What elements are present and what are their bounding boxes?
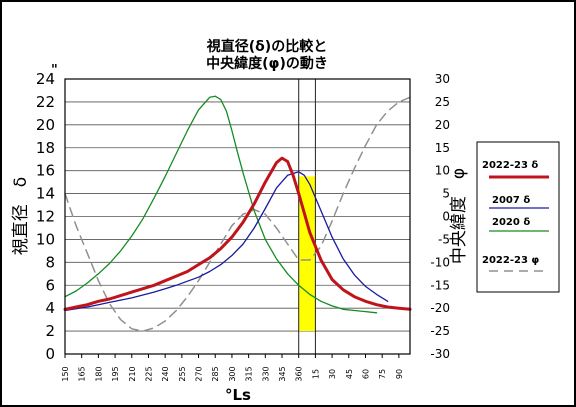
x-tick-label-450: 90 — [395, 369, 404, 379]
left-tick-label-12: 12 — [36, 208, 55, 226]
chart-title-line-2: 中央緯度(φ)の動き — [206, 55, 328, 72]
x-tick-label-210: 210 — [128, 366, 137, 381]
legend-label-2007-delta: 2007 δ — [492, 195, 530, 206]
series-line-2020-2 — [64, 95, 378, 314]
x-tick-label-345: 345 — [278, 366, 287, 381]
right-tick-label-20: 20 — [435, 118, 450, 132]
left-tick-label-16: 16 — [36, 162, 55, 180]
left-tick-label-0: 0 — [45, 345, 55, 363]
grid — [65, 78, 410, 355]
left-tick-label-8: 8 — [45, 253, 55, 271]
x-tick-label-255: 255 — [178, 366, 187, 381]
axes — [64, 78, 411, 358]
right-axis-label: 中央緯度 φ — [449, 168, 469, 264]
x-tick-label-375: 15 — [311, 369, 320, 379]
right-tick-label--15: -15 — [430, 278, 450, 292]
x-tick-label-315: 315 — [245, 366, 254, 381]
right-tick-label-0: 0 — [442, 210, 450, 224]
x-tick-label-405: 45 — [345, 369, 354, 379]
x-tick-label-420: 60 — [361, 369, 370, 379]
right-tick-label--5: -5 — [438, 232, 450, 246]
highlight-band — [298, 176, 316, 332]
left-tick-label-6: 6 — [45, 276, 55, 294]
right-tick-label-5: 5 — [442, 187, 450, 201]
series-line-2022-23-3 — [64, 96, 411, 332]
vertical-markers — [298, 79, 316, 354]
left-tick-label-18: 18 — [36, 139, 55, 157]
legend-label-2020-delta: 2020 δ — [492, 217, 530, 228]
left-axis-label: 視直径 δ — [11, 177, 31, 255]
left-tick-label-2: 2 — [45, 322, 55, 340]
legend-box — [476, 141, 560, 293]
x-tick-label-285: 285 — [211, 366, 220, 381]
x-tick-label-270: 270 — [195, 366, 204, 381]
legend-label-2022-23-delta: 2022-23 δ — [482, 160, 538, 171]
left-tick-label-14: 14 — [36, 185, 55, 203]
x-tick-label-225: 225 — [144, 366, 153, 381]
legend-label-2022-23-phi: 2022-23 φ — [482, 255, 539, 266]
right-tick-label--10: -10 — [430, 255, 450, 269]
plot-area-border — [64, 78, 411, 355]
left-tick-label-24: 24 — [36, 70, 55, 88]
chart-title-line-1: 視直径(δ)の比較と — [206, 38, 327, 55]
left-unit-label: " — [51, 63, 58, 78]
right-tick-label--30: -30 — [430, 347, 450, 361]
left-tick-label-4: 4 — [45, 299, 55, 317]
x-tick-label-150: 150 — [61, 366, 70, 381]
tick-labels: 024681012141618202224-30-25-20-15-10-505… — [36, 70, 450, 382]
x-tick-label-300: 300 — [228, 366, 237, 381]
right-tick-label--25: -25 — [430, 324, 450, 338]
series-line-2007-1 — [64, 171, 389, 312]
x-axis-label: °Ls — [225, 386, 251, 404]
series-line-2022-23-0 — [63, 156, 412, 311]
highlight-rect — [298, 176, 316, 332]
x-tick-label-390: 30 — [328, 369, 337, 379]
left-tick-label-22: 22 — [36, 93, 55, 111]
x-tick-label-180: 180 — [94, 366, 103, 381]
right-tick-label-25: 25 — [435, 95, 450, 109]
right-tick-label-10: 10 — [435, 164, 450, 178]
x-tick-label-330: 330 — [261, 366, 270, 381]
x-tick-label-195: 195 — [111, 366, 120, 381]
right-tick-label-30: 30 — [435, 72, 450, 86]
right-tick-label-15: 15 — [435, 141, 450, 155]
series-lines — [63, 95, 412, 332]
right-tick-label--20: -20 — [430, 301, 450, 315]
x-tick-label-360: 360 — [295, 366, 304, 381]
left-tick-label-10: 10 — [36, 230, 55, 248]
x-tick-label-240: 240 — [161, 366, 170, 381]
x-tick-label-165: 165 — [78, 366, 87, 381]
left-tick-label-20: 20 — [36, 116, 55, 134]
legend: 2022-23 δ 2007 δ 2020 δ 2022-23 φ — [476, 141, 560, 293]
x-tick-label-435: 75 — [378, 369, 387, 379]
